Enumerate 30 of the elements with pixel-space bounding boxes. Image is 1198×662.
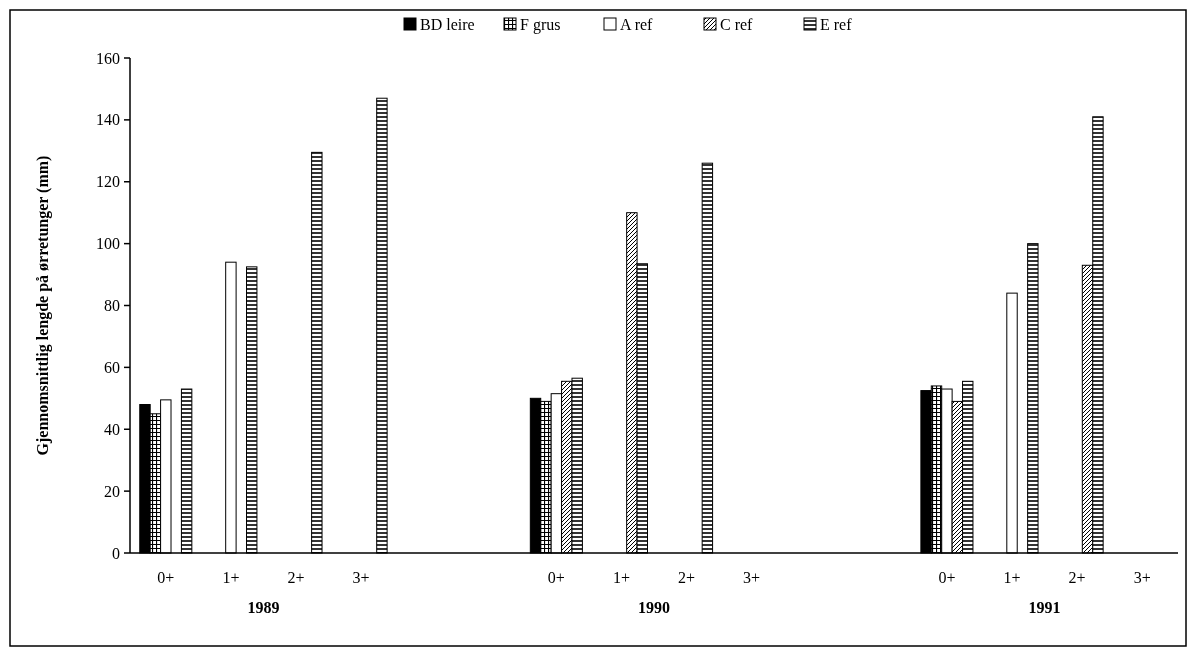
y-tick-label: 100	[96, 235, 120, 253]
x-tick-label: 3+	[352, 569, 370, 586]
x-tick-label: 2+	[678, 569, 696, 586]
y-tick-label: 40	[104, 420, 120, 438]
y-tick-label: 160	[96, 49, 120, 67]
y-tick-label: 120	[96, 173, 120, 191]
y-tick-label: 60	[104, 358, 120, 376]
legend-label: E ref	[820, 16, 853, 33]
legend-label: A ref	[620, 16, 654, 33]
legend-label: F grus	[520, 16, 561, 34]
x-tick-label: 0+	[547, 569, 565, 586]
y-tick-label: 80	[104, 297, 120, 315]
legend-label: BD leire	[420, 16, 475, 33]
y-axis-title: Gjennomsnittlig lengde på ørretunger (mm)	[34, 155, 52, 456]
x-tick-label: 2+	[1068, 569, 1086, 586]
x-tick-label: 0+	[157, 569, 175, 586]
x-tick-label: 2+	[287, 569, 305, 586]
x-tick-label: 3+	[1133, 569, 1151, 586]
text: 1991	[1028, 599, 1061, 616]
x-tick-label: 1+	[612, 569, 630, 586]
y-tick-label: 20	[104, 482, 120, 500]
y-tick-label: 0	[112, 544, 120, 562]
legend-label: C ref	[720, 16, 754, 33]
x-tick-label: 1+	[1003, 569, 1021, 586]
text: 1989	[247, 599, 280, 616]
x-tick-label: 3+	[743, 569, 761, 586]
y-tick-label: 140	[96, 111, 120, 129]
x-tick-label: 0+	[938, 569, 956, 586]
text: 1990	[638, 599, 670, 616]
x-tick-label: 1+	[222, 569, 240, 586]
